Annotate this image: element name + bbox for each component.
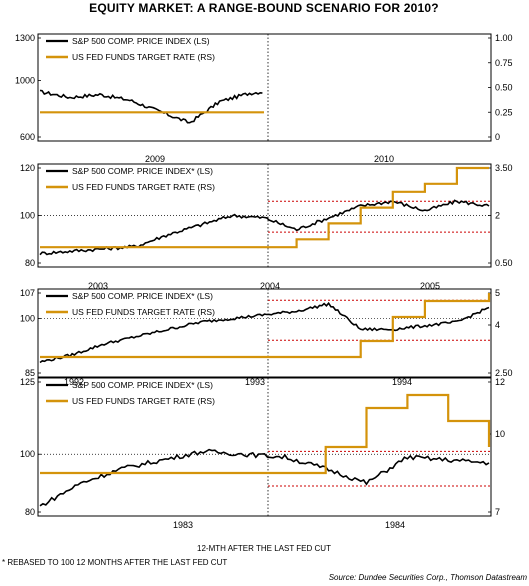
footnote: * REBASED TO 100 12 MONTHS AFTER THE LAS…: [2, 558, 227, 567]
panel-frame: [37, 163, 492, 268]
chart-title: EQUITY MARKET: A RANGE-BOUND SCENARIO FO…: [89, 1, 439, 15]
period-label: 1993: [245, 377, 265, 387]
legend-label-equity: S&P 500 COMP. PRICE INDEX* (LS): [72, 291, 213, 301]
left-tick-label: 85: [25, 368, 35, 378]
fed-funds-series-line: [40, 393, 491, 475]
period-label: 2009: [145, 154, 165, 164]
right-tick-label: 7: [495, 507, 500, 517]
right-tick-label: 0.50: [495, 83, 513, 93]
panel-frame: [37, 288, 492, 378]
period-label: 2005: [420, 281, 440, 291]
left-tick-label: 100: [20, 313, 35, 323]
left-tick-label: 100: [20, 211, 35, 221]
left-tick-label: 107: [20, 288, 35, 298]
xaxis-caption: 12-MTH AFTER THE LAST FED CUT: [197, 544, 331, 553]
right-tick-label: 0: [495, 132, 500, 142]
legend-label-equity: S&P 500 COMP. PRICE INDEX* (LS): [72, 166, 213, 176]
panel-frame: [37, 33, 492, 142]
fed-funds-series-line: [40, 166, 489, 249]
right-tick-label: 3.50: [495, 163, 513, 173]
legend-label-fed: US FED FUNDS TARGET RATE (RS): [72, 52, 215, 62]
panel-1983-1984: 125 100 80 12 10 7 S&P 500 COMP. PRICE INDEX* …: [20, 377, 505, 530]
period-label: 1992: [64, 377, 84, 387]
right-tick-label: 0.75: [495, 58, 513, 68]
right-tick-label: 2.50: [495, 368, 513, 378]
right-tick-label: 1.00: [495, 33, 513, 43]
right-tick-label: 2: [495, 211, 500, 221]
left-tick-label: 100: [20, 449, 35, 459]
equity-series-line: [39, 448, 490, 507]
equity-series-line: [39, 301, 490, 364]
period-label: 2004: [260, 281, 280, 291]
left-tick-label: 120: [20, 163, 35, 173]
panels-group: 1300 1000 600 1.00 0.75 0.50 0.25 0 S&P 500 COMP…: [15, 33, 513, 530]
equity-series-line: [39, 89, 263, 124]
period-label: 2003: [88, 281, 108, 291]
left-tick-label: 600: [20, 132, 35, 142]
left-tick-label: 1300: [15, 33, 35, 43]
right-tick-label: 4: [495, 320, 500, 330]
right-tick-label: 5: [495, 288, 500, 298]
source-note: Source: Dundee Securities Corp., Thomson…: [329, 573, 528, 582]
left-tick-label: 125: [20, 377, 35, 387]
legend-label-fed: US FED FUNDS TARGET RATE (RS): [72, 182, 215, 192]
period-label: 2010: [374, 154, 394, 164]
panel-2009-2010: 1300 1000 600 1.00 0.75 0.50 0.25 0 S&P 500 COMP…: [15, 33, 513, 164]
right-tick-label: 0.50: [495, 258, 513, 268]
left-tick-label: 80: [25, 258, 35, 268]
right-tick-label: 0.25: [495, 107, 513, 117]
fed-funds-series-line: [40, 293, 491, 359]
right-tick-label: 10: [495, 429, 505, 439]
legend-label-equity: S&P 500 COMP. PRICE INDEX* (LS): [72, 380, 213, 390]
panel-2003-2005: 120 100 80 3.50 2 0.50 S&P 500 COMP. PRICE IND…: [20, 163, 513, 291]
right-tick-label: 12: [495, 377, 505, 387]
left-tick-label: 80: [25, 507, 35, 517]
legend-label-equity: S&P 500 COMP. PRICE INDEX (LS): [72, 36, 210, 46]
period-label: 1994: [392, 377, 412, 387]
legend-label-fed: US FED FUNDS TARGET RATE (RS): [72, 307, 215, 317]
panel-1992-1994: 107 100 85 5 4 2.50 S&P 500 COMP. PRICE INDEX*…: [20, 288, 513, 387]
period-label: 1983: [173, 520, 193, 530]
left-tick-label: 1000: [15, 75, 35, 85]
period-label: 1984: [385, 520, 405, 530]
legend-label-fed: US FED FUNDS TARGET RATE (RS): [72, 396, 215, 406]
panel-frame: [37, 377, 492, 517]
